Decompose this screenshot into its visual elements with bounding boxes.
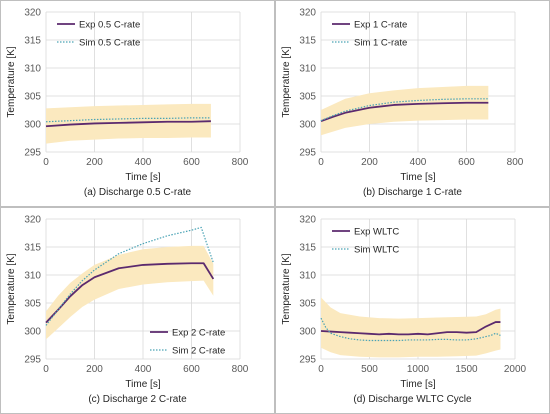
y-tick-label: 315 — [24, 243, 41, 254]
y-tick-label: 295 — [24, 355, 41, 366]
x-tick-label: 0 — [318, 157, 324, 168]
series-line-sim — [45, 117, 211, 123]
x-tick-label: 400 — [135, 364, 152, 375]
y-tick-label: 315 — [299, 243, 316, 254]
y-tick-label: 300 — [24, 327, 41, 338]
series-line-exp — [45, 120, 211, 128]
series-line-exp — [45, 262, 215, 324]
x-tick-label: 600 — [183, 364, 200, 375]
series-line-sim — [320, 317, 501, 342]
y-tick-label: 305 — [299, 92, 316, 103]
chart-panel-a: 295 300 305 310 315 320 0 200 400 600 800 Time [s] T… — [0, 0, 275, 207]
y-tick-label: 320 — [299, 8, 316, 19]
x-axis-title: Time [s] — [125, 172, 160, 183]
y-tick-label: 305 — [24, 299, 41, 310]
x-tick-label: 400 — [410, 157, 427, 168]
y-tick-label: 300 — [299, 327, 316, 338]
y-tick-label: 320 — [24, 215, 41, 226]
x-tick-label: 600 — [458, 157, 475, 168]
chart-svg: 295 300 305 310 315 320 0 200 400 600 800 Time [s] T… — [0, 207, 275, 414]
x-axis-title: Time [s] — [400, 379, 435, 390]
chart-svg: 295 300 305 310 315 320 0 200 400 600 800 Time [s] T… — [0, 0, 275, 207]
legend-label: Exp WLTC — [354, 227, 399, 238]
y-tick-label: 310 — [24, 271, 41, 282]
chart-panel-b: 295 300 305 310 315 320 0 200 400 600 800 Time [s] T… — [275, 0, 550, 207]
y-tick-label: 295 — [299, 148, 316, 159]
y-tick-label: 310 — [24, 64, 41, 75]
panel-caption: (c) Discharge 2 C-rate — [88, 394, 187, 405]
legend-label: Exp 2 C-rate — [172, 328, 225, 339]
uncertainty-band — [321, 297, 501, 358]
series-line-sim — [45, 226, 214, 326]
series-line-exp — [320, 321, 501, 336]
uncertainty-band — [46, 103, 211, 144]
x-tick-label: 1500 — [455, 364, 478, 375]
x-tick-label: 1000 — [407, 364, 430, 375]
legend-label: Sim 0.5 C-rate — [79, 38, 140, 49]
chart-svg: 295 300 305 310 315 320 0 500 1000 1500 2000 Time [… — [275, 207, 550, 414]
y-tick-label: 320 — [24, 8, 41, 19]
uncertainty-band — [321, 85, 489, 136]
chart-svg: 295 300 305 310 315 320 0 200 400 600 800 Time [s] T… — [275, 0, 550, 207]
panel-caption: (b) Discharge 1 C-rate — [363, 187, 462, 198]
legend-label: Exp 1 C-rate — [354, 20, 407, 31]
x-tick-label: 200 — [86, 157, 103, 168]
y-tick-label: 300 — [299, 120, 316, 131]
x-tick-label: 500 — [361, 364, 378, 375]
y-tick-label: 305 — [24, 92, 41, 103]
x-tick-label: 0 — [43, 157, 49, 168]
chart-panel-c: 295 300 305 310 315 320 0 200 400 600 800 Time [s] T… — [0, 207, 275, 414]
y-tick-label: 300 — [24, 120, 41, 131]
series-line-exp — [320, 101, 489, 123]
y-tick-label: 295 — [24, 148, 41, 159]
panel-caption: (a) Discharge 0.5 C-rate — [84, 187, 192, 198]
x-tick-label: 2000 — [504, 364, 527, 375]
legend-label: Sim 1 C-rate — [354, 38, 407, 49]
x-tick-label: 200 — [86, 364, 103, 375]
y-axis-title: Temperature [K] — [281, 253, 292, 324]
x-axis-title: Time [s] — [125, 379, 160, 390]
x-tick-label: 0 — [43, 364, 49, 375]
chart-panel-d: 295 300 305 310 315 320 0 500 1000 1500 2000 Time [… — [275, 207, 550, 414]
y-tick-label: 310 — [299, 64, 316, 75]
y-tick-label: 320 — [299, 215, 316, 226]
y-tick-label: 295 — [299, 355, 316, 366]
x-tick-label: 800 — [232, 364, 249, 375]
x-tick-label: 400 — [135, 157, 152, 168]
x-tick-label: 200 — [361, 157, 378, 168]
legend-label: Sim 2 C-rate — [172, 346, 225, 357]
x-axis-title: Time [s] — [400, 172, 435, 183]
x-tick-label: 800 — [232, 157, 249, 168]
y-tick-label: 315 — [24, 36, 41, 47]
y-axis-title: Temperature [K] — [6, 253, 17, 324]
x-tick-label: 800 — [507, 157, 524, 168]
legend-label: Sim WLTC — [354, 245, 399, 256]
series-line-sim — [320, 98, 489, 122]
x-tick-label: 600 — [183, 157, 200, 168]
y-axis-title: Temperature [K] — [281, 46, 292, 117]
y-tick-label: 310 — [299, 271, 316, 282]
legend-label: Exp 0.5 C-rate — [79, 20, 140, 31]
panel-caption: (d) Discharge WLTC Cycle — [353, 394, 472, 405]
y-tick-label: 315 — [299, 36, 316, 47]
uncertainty-band — [46, 245, 214, 340]
y-tick-label: 305 — [299, 299, 316, 310]
y-axis-title: Temperature [K] — [6, 46, 17, 117]
x-tick-label: 0 — [318, 364, 324, 375]
